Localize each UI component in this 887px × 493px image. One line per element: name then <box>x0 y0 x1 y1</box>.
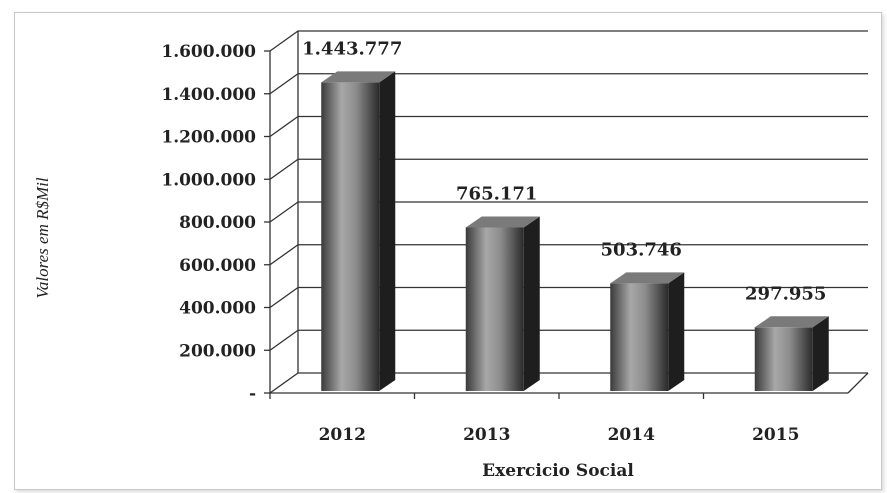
data-label: 765.171 <box>456 183 537 204</box>
y-tick-label: 400.000 <box>179 299 256 319</box>
bar-side <box>523 216 540 391</box>
y-tick-label: 800.000 <box>179 213 256 233</box>
bar-top <box>610 272 685 284</box>
bar-top <box>465 216 540 228</box>
x-tick-label: 2013 <box>463 425 510 445</box>
bar-side <box>812 316 829 391</box>
data-label: 503.746 <box>601 239 682 260</box>
y-tick-label: 1.000.000 <box>161 170 256 190</box>
labels: - 200.000 400.000 600.000 800.000 1.000.000 1.… <box>161 38 826 445</box>
y-tick-label: - <box>249 384 256 404</box>
bar <box>321 82 380 391</box>
y-tick-label: 200.000 <box>179 341 256 361</box>
bars <box>321 71 829 391</box>
x-axis-title: Exercicio Social <box>482 461 634 481</box>
data-label: 297.955 <box>745 283 826 304</box>
y-axis-title: Valores em R$Mil <box>33 177 52 298</box>
y-tick-label: 1.200.000 <box>161 128 256 148</box>
bar-top <box>754 316 829 328</box>
bar <box>465 227 524 391</box>
chart-frame <box>14 12 882 490</box>
bar-side <box>668 272 685 391</box>
bar-side <box>379 71 396 391</box>
x-tick-label: 2014 <box>608 425 655 445</box>
bar <box>754 327 813 391</box>
x-tick-label: 2012 <box>319 425 366 445</box>
y-tick-label: 1.600.000 <box>161 42 256 62</box>
bar-top <box>321 71 396 83</box>
axes <box>264 31 869 399</box>
y-tick-label: 1.400.000 <box>161 85 256 105</box>
bar <box>610 283 669 391</box>
floor-edge <box>847 372 869 394</box>
data-label: 1.443.777 <box>302 38 402 59</box>
x-tick-label: 2015 <box>752 425 799 445</box>
y-tick-label: 600.000 <box>179 256 256 276</box>
